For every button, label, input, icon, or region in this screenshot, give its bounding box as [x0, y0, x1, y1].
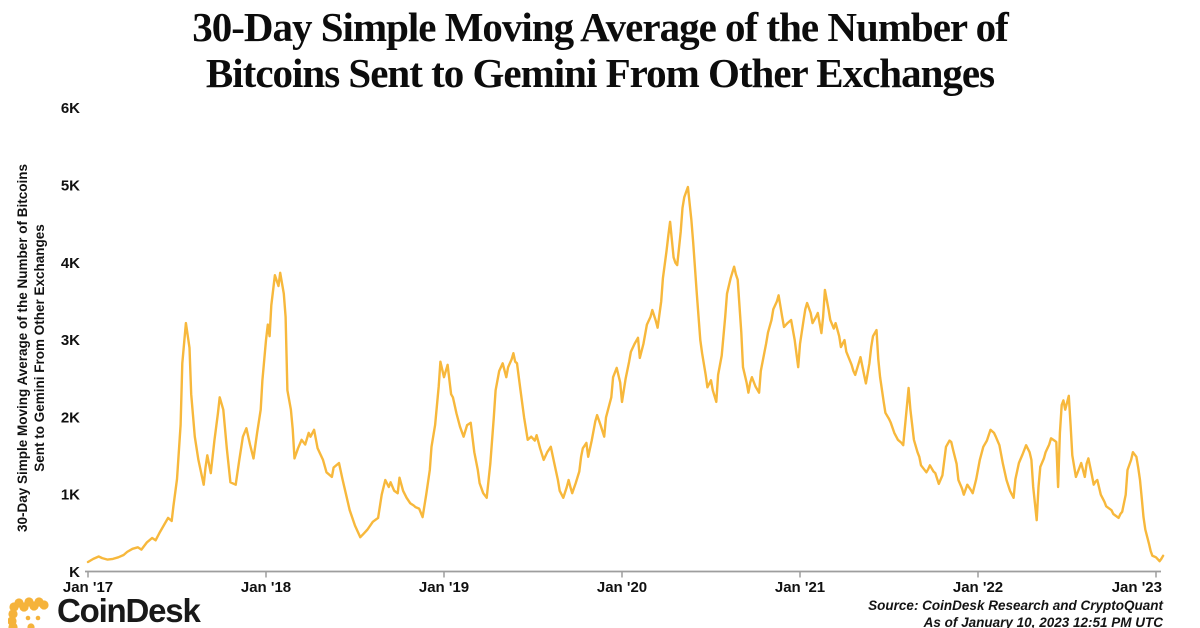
coindesk-wordmark: CoinDesk: [57, 592, 201, 628]
x-tick-label: Jan '19: [419, 579, 469, 596]
y-tick-label: 1K: [61, 487, 80, 504]
logo-dot: [39, 600, 49, 610]
page-title: 30-Day Simple Moving Average of the Numb…: [0, 4, 1200, 96]
y-tick-label: 5K: [61, 178, 80, 195]
source-line2: As of January 10, 2023 12:51 PM UTC: [923, 615, 1163, 628]
x-tick-label: Jan '23: [1112, 579, 1162, 596]
source-line1: Source: CoinDesk Research and CryptoQuan…: [868, 598, 1163, 613]
page-title-line1: 30-Day Simple Moving Average of the Numb…: [192, 4, 1009, 50]
source-attribution: Source: CoinDesk Research and CryptoQuan…: [868, 597, 1163, 628]
page-title-line2: Bitcoins Sent to Gemini From Other Excha…: [205, 50, 995, 96]
y-tick-label: K: [69, 564, 80, 581]
coindesk-logo-icon: [8, 597, 49, 628]
logo-dot: [35, 615, 41, 621]
x-tick-label: Jan '18: [241, 579, 291, 596]
logo-dot: [27, 623, 35, 628]
logo-dot: [25, 615, 31, 621]
x-tick-label: Jan '20: [597, 579, 647, 596]
x-tick-label: Jan '21: [775, 579, 825, 596]
y-tick-label: 4K: [61, 255, 80, 272]
data-line: [86, 185, 1165, 564]
logo-dot: [8, 622, 18, 628]
x-tick-label: Jan '17: [63, 579, 113, 596]
y-tick-label: 2K: [61, 409, 80, 426]
x-tick-label: Jan '22: [953, 579, 1003, 596]
logo-dot: [8, 609, 18, 619]
y-tick-label: 3K: [61, 332, 80, 349]
y-tick-label: 6K: [61, 100, 80, 117]
